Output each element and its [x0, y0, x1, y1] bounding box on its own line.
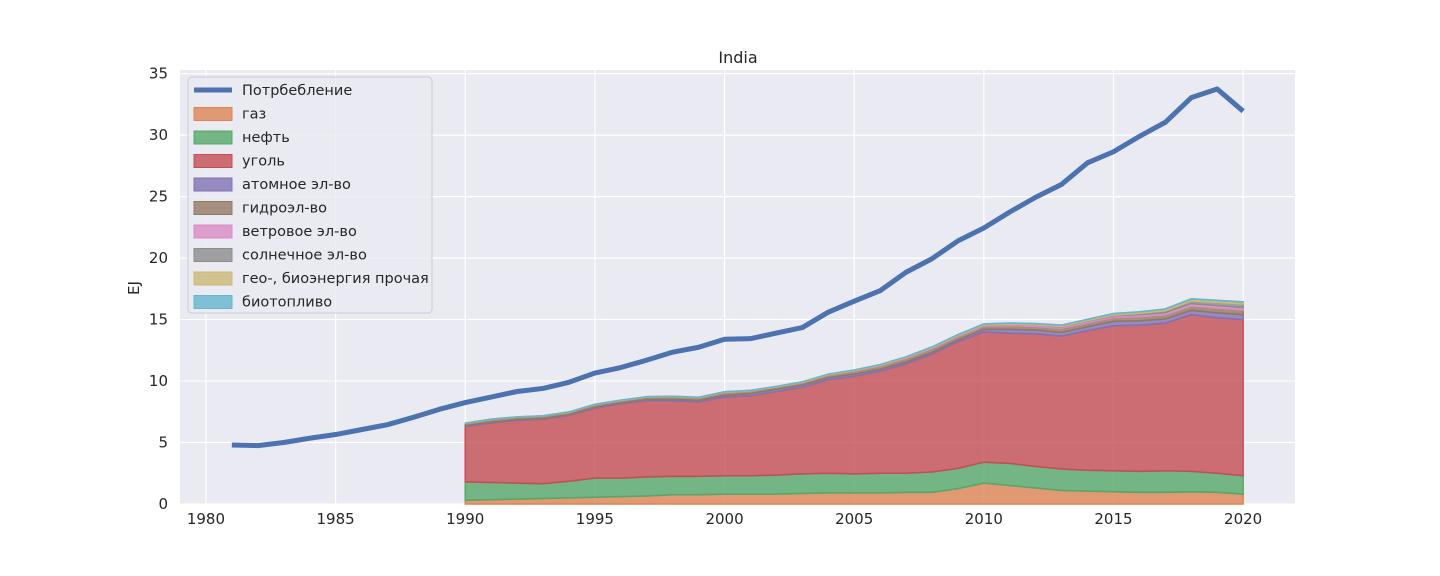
- y-tick-label: 0: [158, 495, 168, 513]
- legend-swatch: [193, 177, 233, 192]
- x-tick-label: 1995: [576, 510, 614, 528]
- legend-swatch: [193, 154, 233, 168]
- legend-swatch: [193, 295, 233, 309]
- legend-swatch: [193, 201, 233, 215]
- tick-labels: 1980 1985 1990 1995 2000 2005 2010 2015 20200510…: [149, 65, 1262, 528]
- x-tick-label: 2010: [965, 510, 1003, 528]
- legend-label: гео-, биоэнергия прочая: [242, 271, 429, 287]
- legend-label: гидроэл-во: [242, 201, 327, 217]
- consumption-line: [231, 86, 1245, 449]
- legend-label: Потрбебление: [242, 83, 352, 99]
- x-tick-label: 1990: [446, 510, 484, 528]
- y-tick-label: 10: [149, 372, 168, 390]
- x-tick-label: 2020: [1224, 510, 1262, 528]
- legend-label: газ: [242, 107, 266, 123]
- legend-label: уголь: [242, 154, 285, 170]
- legend-label: солнечное эл-во: [242, 248, 367, 264]
- y-axis-label: EJ: [125, 281, 143, 295]
- legend-swatch: [193, 271, 233, 286]
- area-8: [465, 298, 1244, 424]
- x-tick-label: 2000: [705, 510, 743, 528]
- legend-swatch: [193, 107, 233, 121]
- y-tick-label: 25: [149, 188, 168, 206]
- y-tick-label: 15: [149, 311, 168, 329]
- y-tick-label: 5: [158, 434, 168, 452]
- y-tick-label: 35: [149, 65, 168, 83]
- legend-label: атомное эл-во: [242, 177, 351, 193]
- legend-label: нефть: [242, 130, 290, 146]
- legend-label: биотопливо: [242, 295, 332, 311]
- legend-swatch: [193, 224, 233, 239]
- legend-swatch: [193, 248, 233, 262]
- legend-label: ветровое эл-во: [242, 224, 357, 240]
- consumption-line-group: [231, 86, 1245, 449]
- chart-title: India: [718, 48, 757, 67]
- x-tick-label: 2005: [835, 510, 873, 528]
- legend: Потрбебление газ нефть уголь атомное эл-во ги…: [187, 76, 433, 314]
- stacked-areas: [464, 298, 1244, 505]
- y-tick-label: 30: [149, 126, 168, 144]
- x-tick-label: 2015: [1094, 510, 1132, 528]
- x-tick-label: 1985: [316, 510, 354, 528]
- y-tick-label: 20: [149, 249, 168, 267]
- x-tick-label: 1980: [187, 510, 225, 528]
- legend-swatch: [193, 130, 233, 145]
